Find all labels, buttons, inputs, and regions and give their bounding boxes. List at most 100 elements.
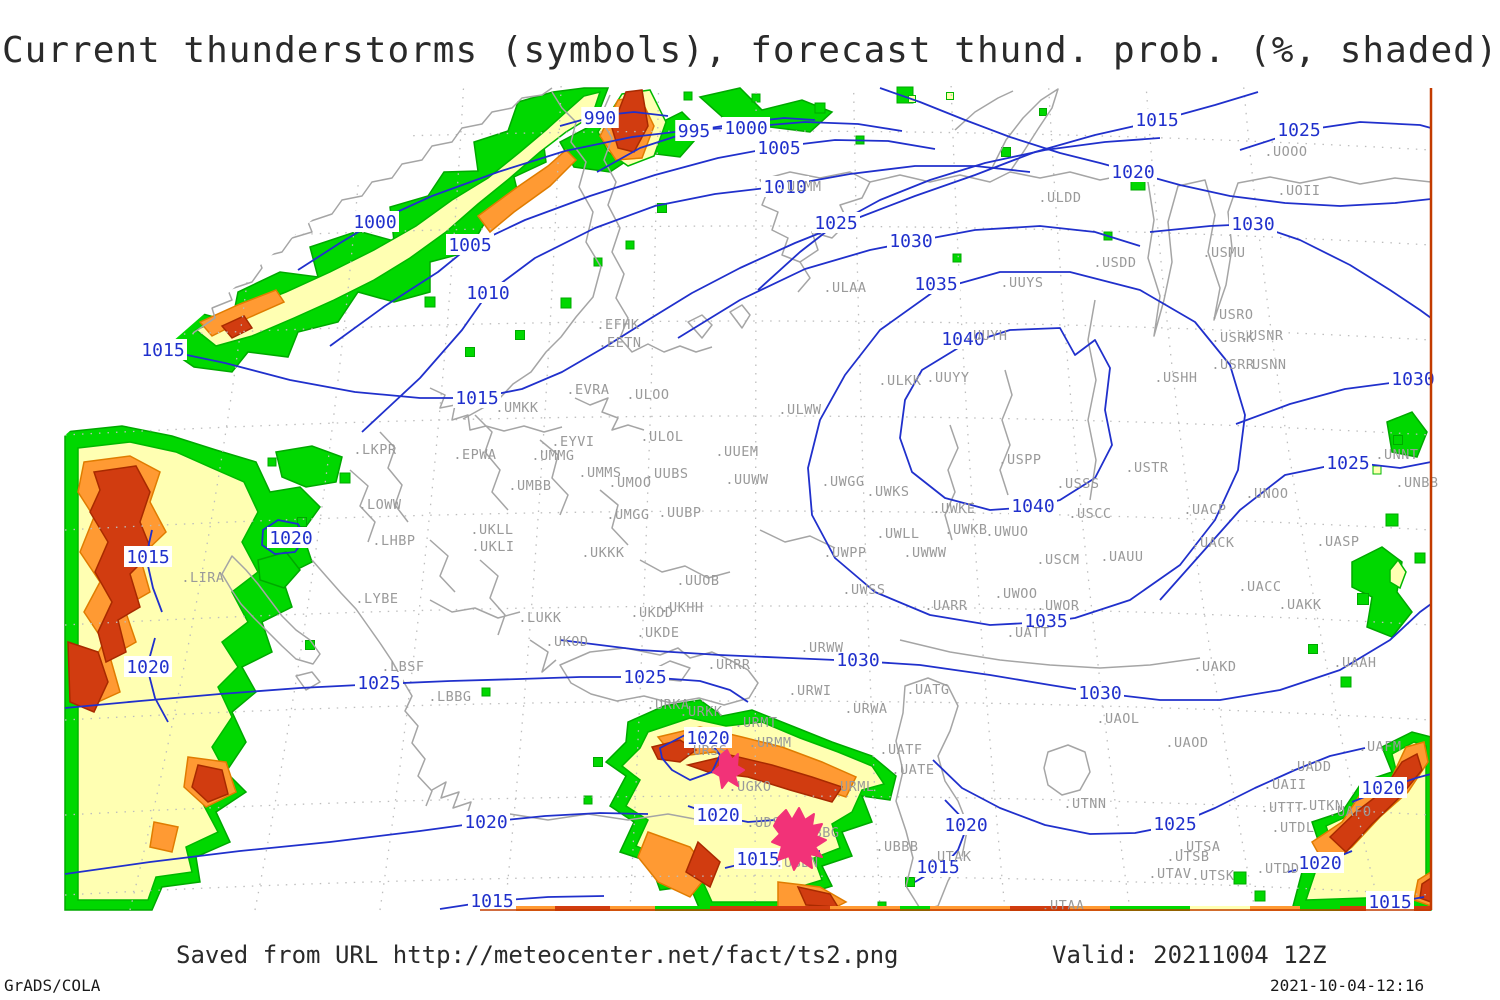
isobar-label-box — [267, 527, 315, 548]
station-label: .UWKE — [932, 501, 975, 517]
isobar-label-box — [1133, 109, 1181, 130]
station-label: .URWW — [800, 640, 844, 656]
clipped-shading-strip — [830, 906, 900, 911]
coastline — [431, 781, 472, 819]
station-label: .UNNT — [1375, 447, 1418, 463]
station-label: .UUYY — [926, 370, 969, 386]
grid-parallel — [64, 320, 1432, 341]
isobar-label: 1025 — [1277, 120, 1320, 141]
grid-meridian — [852, 85, 881, 911]
station-label: .UOII — [1277, 183, 1320, 199]
isobar-label-box — [734, 848, 782, 869]
prob-level-2-dot — [946, 92, 954, 100]
station-label: .UMOO — [608, 475, 651, 491]
isobar-label-box — [1389, 368, 1437, 389]
isobar-label: 1020 — [696, 805, 739, 826]
clipped-shading-strip — [610, 906, 655, 911]
coastline — [954, 90, 1014, 131]
isobar-label: 1010 — [466, 283, 509, 304]
station-label: .ULOO — [626, 387, 669, 403]
station-label: .UATT — [1006, 625, 1049, 641]
coastline — [639, 559, 731, 579]
generation-timestamp: 2021-10-04-12:16 — [1270, 976, 1425, 995]
isobar-label: 1025 — [814, 213, 857, 234]
prob-level-1-dot — [1357, 593, 1369, 605]
isobar-contour — [559, 603, 1432, 701]
coastline — [349, 469, 376, 543]
station-label: .UWLL — [876, 526, 919, 542]
station-label: .UAAH — [1333, 655, 1376, 671]
prob-level-1-dot — [339, 472, 351, 484]
isobar-label: 1030 — [889, 231, 932, 252]
prob-level-1-dot — [465, 347, 475, 357]
prob-level-1-dot — [267, 457, 277, 467]
clipped-shading-strip — [1300, 906, 1340, 911]
prob-level-4-area — [67, 640, 109, 713]
isobar-label-box — [621, 666, 669, 687]
station-label: .UKKK — [581, 545, 625, 561]
isobar-contour — [329, 139, 936, 347]
clipped-shading-strip — [1340, 906, 1390, 911]
isobar-label: 1030 — [836, 650, 879, 671]
station-label: .USCC — [1068, 506, 1111, 522]
valid-time-text: Valid: 20211004 12Z — [1052, 941, 1327, 969]
isobar-label: 1035 — [1024, 611, 1067, 632]
prob-level-1-dot — [1039, 108, 1047, 116]
isobar-label: 1005 — [757, 138, 800, 159]
clipped-shading-strip — [1190, 906, 1250, 911]
prob-level-1-dot — [560, 297, 572, 309]
coastline — [895, 677, 969, 911]
isobar-label-box — [351, 211, 399, 232]
grid-parallel — [64, 700, 1432, 721]
station-label: .ULAA — [823, 280, 866, 296]
station-label: .UTDD — [1256, 861, 1299, 877]
prob-level-1-dot — [1308, 644, 1318, 654]
coastline — [797, 261, 811, 293]
station-label: .UNBB — [1395, 475, 1438, 491]
station-label: .EVRA — [566, 382, 609, 398]
coastline — [1087, 299, 1097, 501]
isobar-contour — [361, 165, 1031, 433]
station-label: .ULDD — [1038, 190, 1081, 206]
station-label: .USRR — [1211, 357, 1255, 373]
isobar-contour — [807, 271, 1246, 626]
station-label: .UWWW — [903, 545, 947, 561]
isobar-label-box — [722, 117, 770, 138]
coastline — [599, 489, 629, 546]
station-label: .UWSS — [842, 582, 885, 598]
isobar-label-box — [914, 856, 962, 877]
isobar-label-box — [812, 212, 860, 233]
isobar-contour — [1159, 461, 1432, 601]
station-label: .URML — [831, 779, 874, 795]
page-title: Current thunderstorms (symbols), forecas… — [2, 30, 1499, 71]
coastline — [221, 555, 321, 665]
isobar-label-box — [1229, 213, 1277, 234]
isobar-contour — [1149, 223, 1432, 319]
station-label: .UWOO — [994, 586, 1037, 602]
station-label: .UMGG — [606, 507, 649, 523]
station-label: .UACK — [1191, 535, 1235, 551]
prob-level-1-dot — [593, 757, 603, 767]
isobar-label: 995 — [678, 121, 711, 142]
grid-parallel — [64, 510, 1432, 531]
isobar-contour — [145, 529, 163, 613]
grid-meridian — [1047, 85, 1131, 911]
isobar-label: 1015 — [916, 857, 959, 878]
isobar-label-box — [468, 890, 516, 911]
isobar-contour — [162, 91, 1259, 399]
isobar-label-box — [464, 282, 512, 303]
thunderstorm-symbol — [771, 807, 827, 871]
station-label: .UAFM — [1358, 739, 1401, 755]
isobar-label: 1020 — [464, 812, 507, 833]
station-label: .LOWW — [358, 497, 402, 513]
prob-level-2-area — [1389, 558, 1407, 590]
prob-level-1-dot — [1414, 552, 1426, 564]
station-label: .UADD — [1288, 759, 1331, 775]
grid-meridian — [379, 85, 465, 911]
isobar-contour — [879, 87, 1432, 207]
source-url-text: Saved from URL http://meteocenter.net/fa… — [176, 941, 899, 969]
isobar-label-box — [581, 107, 619, 128]
station-label: .UACP — [1183, 502, 1226, 518]
station-label: .LHBP — [372, 533, 415, 549]
station-label: .USRO — [1210, 307, 1253, 323]
